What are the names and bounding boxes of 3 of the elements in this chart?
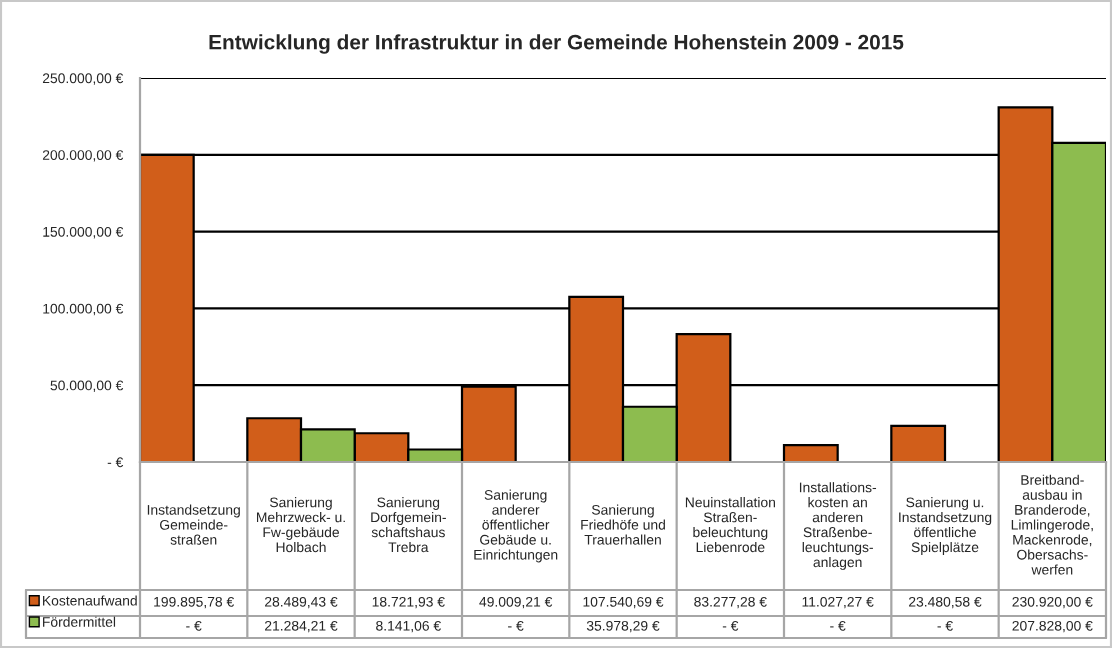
- bar: [890, 424, 947, 462]
- bar: [782, 443, 839, 462]
- chart-title: Entwicklung der Infrastruktur in der Gemeinde Hohenstein 2009 - 2015: [209, 34, 904, 54]
